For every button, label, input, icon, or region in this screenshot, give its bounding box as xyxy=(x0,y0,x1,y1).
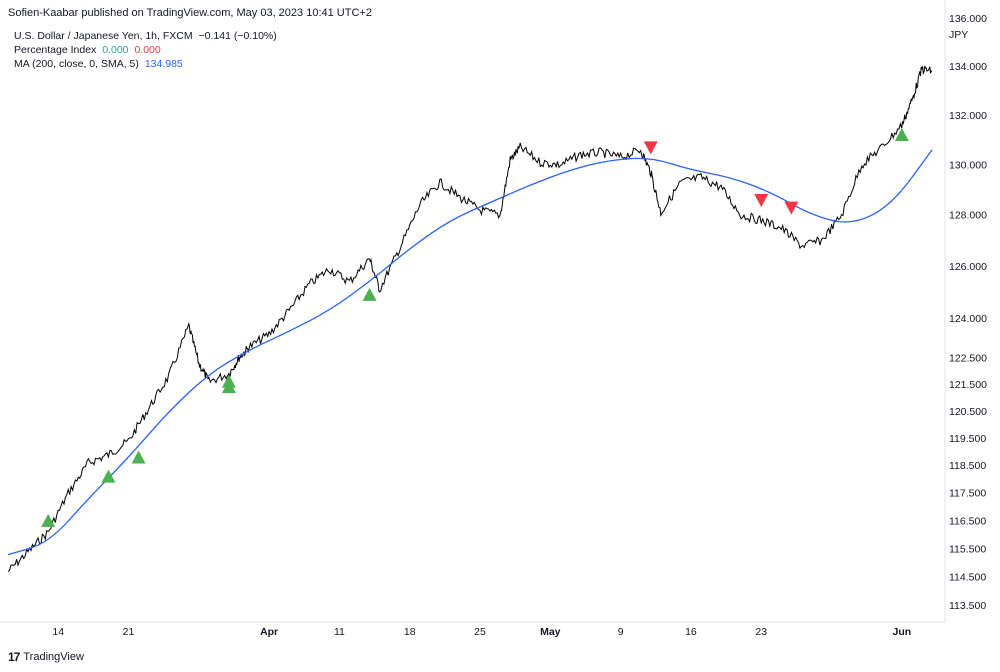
legend-indicator-row[interactable]: Percentage Index 0.000 0.000 xyxy=(14,43,277,57)
x-tick-label: 18 xyxy=(404,626,416,638)
sell-signal-marker[interactable] xyxy=(754,194,769,208)
y-tick-label: 136.000 xyxy=(949,13,987,25)
buy-signal-marker[interactable] xyxy=(894,127,909,141)
y-tick-label: 121.500 xyxy=(949,379,987,391)
y-tick-label: 119.500 xyxy=(949,433,986,445)
x-tick-label: Apr xyxy=(260,626,278,638)
tradingview-logo-icon: 17 xyxy=(8,650,20,664)
buy-signal-marker[interactable] xyxy=(362,287,377,301)
buy-signal-marker[interactable] xyxy=(131,450,146,464)
y-tick-label: 126.000 xyxy=(949,261,987,273)
y-tick-label: 122.500 xyxy=(949,352,987,364)
legend-ma-row[interactable]: MA (200, close, 0, SMA, 5) 134.985 xyxy=(14,57,277,71)
y-tick-label: 134.000 xyxy=(949,61,987,73)
y-tick-label: 114.500 xyxy=(949,572,986,584)
plot-area xyxy=(7,65,933,572)
publisher-header: Sofien-Kaabar published on TradingView.c… xyxy=(8,7,372,19)
y-tick-label: 118.500 xyxy=(949,460,986,472)
x-tick-label: 21 xyxy=(123,626,135,638)
tradingview-footer[interactable]: 17 TradingView xyxy=(8,650,84,664)
y-tick-label: 128.000 xyxy=(949,210,987,222)
y-tick-label: 117.500 xyxy=(949,488,986,500)
x-tick-label: 23 xyxy=(755,626,767,638)
y-tick-label: 115.500 xyxy=(949,543,986,555)
buy-signal-marker[interactable] xyxy=(41,513,56,527)
legend-ma-value: 134.985 xyxy=(144,58,183,70)
moving-average-line xyxy=(7,149,933,556)
x-tick-label: 14 xyxy=(52,626,64,638)
tradingview-brand: TradingView xyxy=(23,651,84,663)
price-series-line xyxy=(7,65,933,572)
y-tick-label: 130.000 xyxy=(949,159,987,171)
legend-indicator-value-2: 0.000 xyxy=(134,44,161,56)
x-tick-label: 11 xyxy=(334,626,345,638)
x-tick-label: Jun xyxy=(892,626,911,638)
sell-signal-marker[interactable] xyxy=(784,201,799,215)
legend-symbol: U.S. Dollar / Japanese Yen, 1h, FXCM xyxy=(14,30,193,42)
legend-ma-name: MA (200, close, 0, SMA, 5) xyxy=(14,58,139,70)
x-tick-label: May xyxy=(540,626,561,638)
y-tick-label: 120.500 xyxy=(949,406,987,418)
y-tick-label: 132.000 xyxy=(949,110,987,122)
chart-legend: U.S. Dollar / Japanese Yen, 1h, FXCM −0.… xyxy=(14,29,277,71)
currency-label: JPY xyxy=(949,29,968,41)
legend-indicator-value-1: 0.000 xyxy=(102,44,129,56)
buy-signal-marker[interactable] xyxy=(221,374,236,388)
buy-signal-marker[interactable] xyxy=(101,469,116,483)
x-tick-label: 16 xyxy=(685,626,697,638)
y-tick-label: 113.500 xyxy=(949,600,986,612)
legend-indicator-name: Percentage Index xyxy=(14,44,97,56)
sell-signal-marker[interactable] xyxy=(643,141,658,155)
x-tick-label: 9 xyxy=(618,626,624,638)
legend-change: −0.141 (−0.10%) xyxy=(198,30,277,42)
time-axis[interactable]: 14 21 Apr 11 18 25 May 9 16 23 Jun xyxy=(52,626,911,638)
price-axis[interactable]: 136.000 134.000 132.000 130.000 128.000 126.0… xyxy=(949,13,987,612)
legend-symbol-row[interactable]: U.S. Dollar / Japanese Yen, 1h, FXCM −0.… xyxy=(14,29,277,43)
x-tick-label: 25 xyxy=(474,626,486,638)
y-tick-label: 124.000 xyxy=(949,313,987,325)
y-tick-label: 116.500 xyxy=(949,515,986,527)
